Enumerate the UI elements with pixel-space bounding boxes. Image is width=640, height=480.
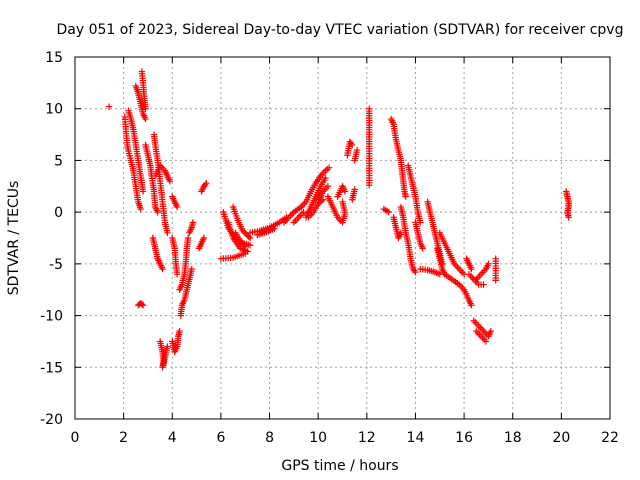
x-tick-label: 14 (407, 430, 425, 446)
x-tick-label: 6 (216, 430, 225, 446)
data-point (246, 242, 254, 249)
data-point (300, 208, 307, 216)
x-tick-label: 2 (119, 430, 128, 446)
x-tick-label: 0 (71, 430, 80, 446)
data-point (189, 219, 197, 226)
data-point (341, 188, 349, 195)
data-point (242, 230, 249, 237)
y-tick-label: 15 (45, 50, 63, 66)
data-point (138, 300, 146, 308)
data-point (482, 338, 490, 345)
data-point (485, 260, 492, 268)
data-point (325, 164, 333, 171)
data-point (245, 233, 252, 240)
data-points (105, 68, 572, 371)
y-tick-label: -10 (40, 309, 63, 325)
y-tick-label: 10 (45, 102, 63, 118)
data-point (565, 214, 572, 221)
data-point (366, 182, 373, 189)
data-point (139, 188, 147, 195)
data-point (176, 327, 183, 335)
data-point (349, 196, 356, 203)
data-point (137, 205, 144, 213)
y-tick-label: -5 (49, 257, 63, 273)
data-point (159, 265, 166, 273)
x-tick-label: 8 (265, 430, 274, 446)
data-point (324, 183, 332, 190)
data-point (142, 105, 149, 112)
data-point (239, 227, 246, 234)
x-tick-label: 22 (601, 430, 619, 446)
data-point (468, 302, 475, 309)
data-point (385, 208, 392, 216)
data-point (492, 277, 499, 284)
data-point (402, 193, 409, 200)
y-tick-label: -15 (40, 360, 63, 376)
grid (75, 57, 610, 419)
data-point (203, 179, 210, 187)
data-point (164, 343, 171, 350)
data-point (173, 203, 181, 211)
data-point (322, 174, 329, 182)
axis-ticks: 0 2 4 6 8 10 12 14 16 18 20 22 -20 -15 -10 -5 0 5 10 15 (40, 50, 619, 446)
y-axis-title: SDTVAR / TECUs (6, 181, 22, 296)
data-point (271, 225, 278, 232)
x-tick-label: 18 (504, 430, 522, 446)
data-point (480, 281, 487, 288)
data-point (173, 271, 181, 278)
plot-frame (74, 56, 611, 420)
data-point (412, 268, 419, 276)
data-point (164, 229, 171, 237)
data-point (188, 265, 195, 273)
data-point (353, 146, 361, 154)
y-tick-label: 5 (54, 153, 63, 169)
data-point (154, 208, 161, 216)
x-tick-label: 12 (358, 430, 376, 446)
data-point (241, 229, 248, 236)
data-point (349, 141, 356, 149)
data-point (142, 115, 149, 123)
data-point (419, 245, 426, 252)
x-tick-label: 4 (168, 430, 177, 446)
data-point (184, 234, 192, 242)
data-point (244, 248, 251, 255)
data-point (200, 234, 208, 242)
data-point (487, 327, 495, 335)
data-point (105, 103, 113, 110)
data-point (341, 208, 349, 216)
y-tick-label: 0 (54, 205, 63, 221)
chart-title: Day 051 of 2023, Sidereal Day-to-day VTE… (57, 22, 624, 38)
data-point (468, 265, 475, 273)
y-tick-label: -20 (40, 412, 63, 428)
data-point (139, 302, 147, 309)
x-tick-label: 10 (309, 430, 327, 446)
x-axis-title: GPS time / hours (281, 458, 398, 474)
x-tick-label: 20 (552, 430, 570, 446)
x-tick-label: 16 (455, 430, 473, 446)
data-point (242, 243, 249, 250)
data-point (166, 177, 174, 185)
